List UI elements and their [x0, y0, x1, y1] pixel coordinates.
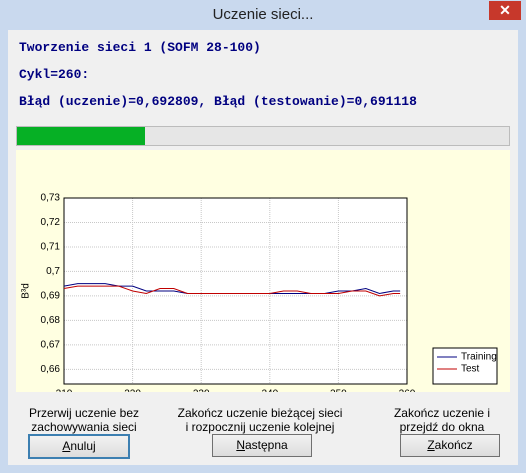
action-caption: Zakończ uczenie bieżącej sieci i rozpocz…	[177, 406, 343, 434]
x-tick-label: 230	[193, 389, 210, 392]
y-tick-label: 0,73	[41, 193, 61, 204]
y-tick-label: 0,69	[41, 291, 61, 302]
cancel-button[interactable]: Anuluj	[28, 434, 130, 459]
y-axis-label: B³d	[21, 283, 32, 299]
y-tick-label: 0,67	[41, 339, 61, 350]
progress-fill	[17, 127, 145, 145]
legend-label: Training	[461, 352, 497, 363]
y-tick-label: 0,66	[41, 364, 61, 375]
x-tick-label: 210	[56, 389, 73, 392]
y-tick-label: 0,7	[46, 266, 60, 277]
close-button[interactable]: ✕	[489, 1, 521, 20]
x-tick-label: 240	[261, 389, 278, 392]
y-tick-label: 0,71	[41, 242, 61, 253]
y-tick-label: 0,68	[41, 315, 61, 326]
finish-button[interactable]: Zakończ	[400, 434, 500, 457]
title-bar: Uczenie sieci...	[212, 6, 314, 23]
line-series	[63, 285, 401, 297]
next-button[interactable]: Następna	[212, 434, 312, 457]
status-line: Błąd (uczenie)=0,692809, Błąd (testowani…	[19, 94, 417, 109]
x-tick-label: 220	[124, 389, 141, 392]
progress-bar	[16, 126, 510, 146]
client-area: Tworzenie sieci 1 (SOFM 28-100) Cykl=260…	[8, 30, 518, 465]
chart: 0,66 0,67 0,68 0,69 0,7 0,71 0,72 0,73 210 220 230…	[16, 150, 510, 392]
action-caption: Zakończ uczenie i przejdź do okna	[393, 406, 491, 434]
action-caption: Przerwij uczenie bez zachowywania sieci	[28, 406, 140, 434]
status-line: Tworzenie sieci 1 (SOFM 28-100)	[19, 40, 261, 55]
y-tick-label: 0,72	[41, 217, 61, 228]
x-tick-label: 250	[330, 389, 347, 392]
x-tick-label: 260	[399, 389, 416, 392]
legend-label: Test	[461, 364, 480, 375]
legend-box	[432, 347, 498, 385]
status-line: Cykl=260:	[19, 67, 90, 82]
plot-frame	[63, 197, 408, 385]
